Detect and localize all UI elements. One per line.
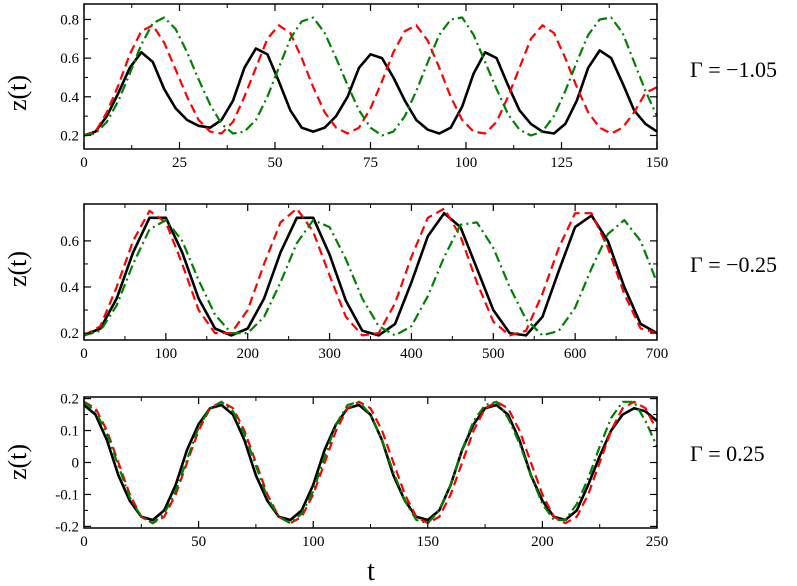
panel-3-ylabel: z(t) (3, 444, 32, 480)
panel-1-ylabel: z(t) (3, 75, 32, 111)
panel-2-xtick-label: 400 (400, 346, 423, 362)
panel-3-xtick-label: 250 (646, 534, 669, 550)
panel-3: z(t) Γ = 0.25 0 50 100 150 200 250 -0.2 -0.1 0 0.… (3, 392, 765, 550)
panel-3-plot: 0 50 100 150 200 250 -0.2 -0.1 0 0.1 0.2 (55, 392, 668, 550)
panel-1-series-dashdot-line (84, 16, 657, 137)
panel-2-series-dashdot-line (84, 219, 657, 337)
panel-1-xtick-label: 75 (363, 155, 378, 171)
panel-1-xtick-label: 0 (80, 155, 88, 171)
x-axis-label: t (367, 556, 375, 586)
panel-3-xtick-label: 50 (191, 534, 206, 550)
panel-1-gamma-label: Γ = −1.05 (690, 57, 777, 82)
panel-2-series-group (84, 207, 657, 337)
panel-2-xtick-label: 700 (646, 346, 669, 362)
panel-1-ytick-label: 0.8 (60, 12, 79, 28)
panel-3-series-dashed-line (84, 400, 657, 525)
panel-2-plot: 0 100 200 300 400 500 600 700 0.2 0.4 0.6 (60, 203, 669, 362)
panel-2-gamma-label: Γ = −0.25 (690, 252, 777, 277)
panel-3-xtick-label: 100 (302, 534, 325, 550)
panel-3-xtick-label: 150 (417, 534, 440, 550)
panel-2-xtick-label: 100 (155, 346, 178, 362)
panel-1-xtick-label: 100 (455, 155, 478, 171)
panel-2-xtick-label: 200 (236, 346, 259, 362)
panel-3-series-solid-line (84, 403, 657, 522)
panel-2-series-dashed-line (84, 207, 657, 337)
panel-3-ytick-label: 0.1 (60, 424, 79, 440)
panel-3-series-dashdot-line (84, 400, 657, 525)
panel-3-ytick-label: -0.1 (55, 487, 79, 503)
panel-3-xtick-label: 200 (531, 534, 554, 550)
panel-2: z(t) Γ = −0.25 0 100 200 300 400 500 600 700 0.2… (3, 203, 777, 362)
panel-1-xtick-label: 150 (646, 155, 669, 171)
panel-1-xtick-label: 50 (268, 155, 283, 171)
panel-1-plot: 0 25 50 75 100 125 150 0.2 0.4 0.6 0.8 (60, 3, 669, 171)
panel-1-xtick-label: 25 (172, 155, 187, 171)
panel-3-ytick-label: 0 (72, 456, 80, 472)
panel-1-series-solid-line (84, 47, 657, 137)
panel-3-ytick-label: 0.2 (60, 392, 79, 408)
panel-2-ytick-label: 0.6 (60, 234, 79, 250)
panel-2-xtick-label: 500 (482, 346, 505, 362)
panel-1-series-group (84, 16, 657, 137)
panel-1: z(t) Γ = −1.05 0 25 50 75 100 125 150 0.2 0.4 0.6… (3, 3, 777, 171)
panel-2-xtick-label: 300 (318, 346, 341, 362)
panel-1-xtick-label: 125 (550, 155, 573, 171)
panel-1-series-dashed-line (84, 24, 657, 137)
panel-1-ytick-label: 0.4 (60, 90, 79, 106)
panel-1-frame (83, 3, 658, 150)
panel-1-ytick-label: 0.6 (60, 51, 79, 67)
panel-1-ytick-label: 0.2 (60, 128, 79, 144)
panel-2-xtick-label: 0 (80, 346, 88, 362)
panel-2-series-solid-line (84, 211, 657, 337)
panel-3-series-group (84, 400, 657, 525)
panel-2-ylabel: z(t) (3, 251, 32, 287)
panel-2-ytick-label: 0.4 (60, 280, 79, 296)
panel-3-ytick-label: -0.2 (55, 519, 79, 535)
panel-3-xtick-label: 0 (80, 534, 88, 550)
panel-3-gamma-label: Γ = 0.25 (690, 441, 765, 466)
panel-2-xtick-label: 600 (564, 346, 587, 362)
panel-2-ytick-label: 0.2 (60, 326, 79, 342)
